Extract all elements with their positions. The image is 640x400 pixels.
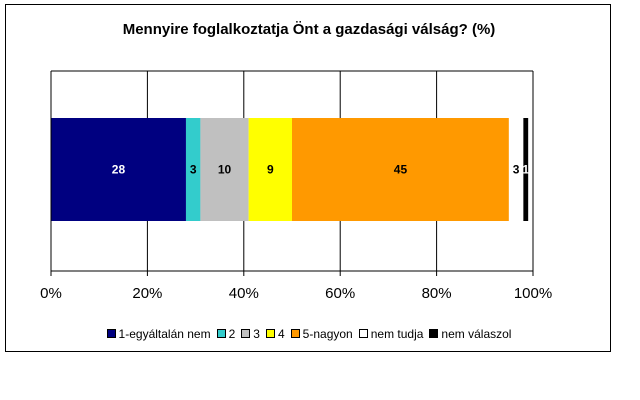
legend-item: 2	[216, 327, 236, 341]
chart-title: Mennyire foglalkoztatja Önt a gazdasági …	[122, 21, 496, 38]
legend-label: 4	[277, 327, 285, 341]
data-label: 3	[513, 163, 520, 177]
data-label: 9	[267, 163, 274, 177]
legend-swatch	[358, 329, 368, 338]
legend-swatch	[290, 329, 300, 338]
x-tick-label: 80%	[422, 285, 452, 302]
legend-swatch	[106, 329, 116, 338]
bar-segment	[292, 118, 509, 221]
legend-label: 5-nagyon	[302, 327, 353, 341]
legend-item: 5-nagyon	[290, 327, 353, 341]
legend-item: nem válaszol	[429, 327, 511, 341]
bar-segment	[51, 118, 186, 221]
data-label: 45	[394, 163, 408, 177]
x-tick-label: 40%	[229, 285, 259, 302]
legend-swatch	[241, 329, 251, 338]
legend-item: 4	[265, 327, 285, 341]
legend-label: 2	[228, 327, 236, 341]
bar-segment	[523, 118, 529, 221]
data-label: 3	[190, 163, 197, 177]
x-tick-label: 100%	[514, 285, 552, 302]
x-tick-label: 0%	[40, 285, 62, 302]
legend-label: 3	[253, 327, 260, 341]
data-label: 1	[522, 163, 529, 177]
data-label: 10	[218, 163, 232, 177]
bar-segment	[185, 118, 201, 221]
legend-label: nem válaszol	[441, 327, 512, 341]
bar-segment	[508, 118, 524, 221]
legend-item: 3	[241, 327, 260, 341]
legend-swatch	[429, 329, 439, 338]
bar-segment	[248, 118, 292, 221]
legend: 1-egyáltalán nem 2 3 4 5-nagyon nem tudja nem …	[6, 327, 612, 341]
data-label: 28	[112, 163, 126, 177]
legend-item: nem tudja	[358, 327, 424, 341]
legend-label: nem tudja	[370, 327, 424, 341]
legend-swatch	[265, 329, 275, 338]
stacked-bar-chart: 28 3 10 9 45 3 10% 20% 40% 60% 80% 100%	[40, 70, 552, 302]
x-tick-label: 60%	[325, 285, 355, 302]
legend-label: 1-egyáltalán nem	[118, 327, 211, 341]
legend-swatch	[216, 329, 226, 338]
bar-segment	[200, 118, 249, 221]
chart-frame: Mennyire foglalkoztatja Önt a gazdasági …	[5, 4, 611, 352]
legend-item: 1-egyáltalán nem	[106, 327, 211, 341]
x-tick-label: 20%	[132, 285, 162, 302]
